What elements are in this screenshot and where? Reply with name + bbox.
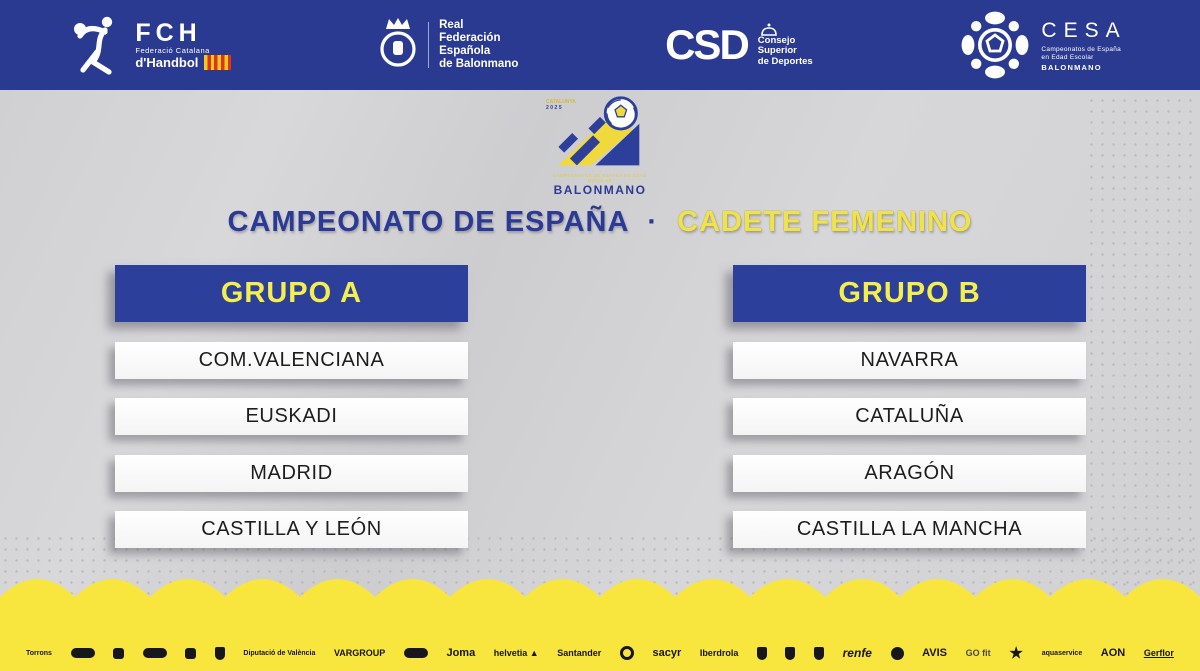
fch-subtitle: Federació Catalana [135, 45, 210, 55]
group-b: GRUPO B NAVARRA CATALUÑA ARAGÓN CASTILLA… [733, 265, 1086, 548]
team-name: NAVARRA [860, 348, 959, 371]
rfeb-text: Real Federación Española de Balonmano [439, 19, 518, 71]
cesa-sport-label: BALONMANO [1041, 62, 1102, 72]
event-logo-graphic [558, 96, 640, 166]
team-row: COM.VALENCIANA [115, 341, 468, 379]
sponsor-correos-logo [619, 646, 634, 660]
team-name: CASTILLA Y LEÓN [201, 518, 382, 540]
sponsor-footer: Torrons Diputació de València VARGROUP Joma… [0, 563, 1200, 671]
team-name: COM.VALENCIANA [198, 348, 385, 371]
team-name: EUSKADI [245, 405, 338, 427]
group-a: GRUPO A COM.VALENCIANA EUSKADI MADRID CA… [115, 265, 468, 548]
team-row: CATALUÑA [733, 398, 1086, 435]
sponsor-gofit: GO fit [965, 648, 991, 658]
event-logo-year-number: 2025 [546, 104, 564, 111]
fch-subtitle2: d'Handbol [135, 54, 199, 70]
group-b-title: GRUPO B [838, 277, 981, 309]
group-a-header: GRUPO A [115, 265, 468, 322]
sponsor-avis: AVIS [922, 647, 947, 659]
rfeb-line: Federación [439, 32, 501, 44]
cesa-line: en Edad Escolar [1041, 53, 1094, 61]
sponsor-torrons: Torrons [26, 649, 52, 657]
cesa-line: Campeonatos de España [1041, 45, 1122, 53]
sponsor-generalitat-shield [756, 646, 767, 660]
sponsor-aon: AON [1100, 647, 1126, 659]
fch-logo: FCH Federació Catalana d'Handbol [73, 14, 232, 76]
team-name: ARAGÓN [864, 461, 955, 484]
senyera-flag-icon [204, 54, 232, 70]
team-row: MADRID [115, 454, 468, 492]
sponsor-ball-logo [890, 646, 904, 660]
team-row: EUSKADI [115, 398, 468, 435]
crown-icon [760, 23, 777, 36]
sponsor-diputacio-valencia: Diputació de València [243, 649, 316, 657]
sponsor-oval-logo [70, 648, 95, 658]
cesa-text: CESA Campeonatos de España en Edad Escol… [1041, 19, 1126, 72]
event-logo-place: CATALUNYA [546, 99, 576, 105]
fch-acronym: FCH [135, 18, 202, 47]
fch-text: FCH Federació Catalana d'Handbol [135, 18, 232, 70]
sponsor-federation-shield [785, 646, 796, 660]
csd-line: Consejo [757, 34, 796, 46]
sponsor-idcrea-logo [142, 648, 167, 658]
csd-line: Superior [757, 45, 797, 57]
csd-line: de Deportes [757, 55, 813, 67]
top-bar: FCH Federació Catalana d'Handbol Real Fe… [0, 0, 1200, 90]
cesa-logo: CESA Campeonatos de España en Edad Escol… [959, 9, 1126, 81]
sponsor-loterias-logo [214, 646, 225, 660]
handball-ball-icon [74, 23, 87, 35]
cesa-emblem-icon [962, 11, 1029, 79]
rfeb-line: Española [439, 45, 491, 57]
team-row: CASTILLA Y LEÓN [115, 511, 468, 548]
halftone-dots-right [1086, 95, 1200, 595]
team-name: CATALUÑA [855, 405, 964, 427]
cesa-acronym: CESA [1041, 18, 1127, 42]
title-category: CADETE FEMENINO [677, 206, 973, 238]
sponsor-heart-logo [185, 647, 197, 659]
rfeb-line: de Balonmano [439, 58, 519, 70]
sponsor-renfe: renfe [842, 646, 872, 660]
group-b-header: GRUPO B [733, 265, 1086, 322]
rfeb-logo: Real Federación Española de Balonmano [378, 15, 518, 75]
event-logo-name: BALONMANO [553, 183, 647, 197]
team-row: ARAGÓN [733, 454, 1086, 492]
sponsor-vargroup: VARGROUP [333, 648, 386, 658]
csd-acronym: CSD [665, 21, 750, 68]
sponsor-star-logo [1009, 646, 1023, 659]
team-name: CASTILLA LA MANCHA [796, 518, 1023, 540]
sponsor-ceuta-shield [814, 646, 825, 660]
handball-player-icon [74, 16, 113, 75]
rfeb-line: Real [439, 19, 464, 31]
divider [428, 22, 430, 68]
event-logo-year: CATALUNYA 2025 [546, 99, 576, 111]
page-title: CAMPEONATO DE ESPAÑA · CADETE FEMENINO [0, 206, 1200, 239]
sponsor-sacyr: sacyr [652, 647, 682, 659]
rfeb-crest-icon [380, 18, 416, 67]
sponsor-aquaservice: aquaservice [1041, 649, 1083, 657]
sponsor-joma: Joma [446, 647, 476, 659]
team-row: NAVARRA [733, 341, 1086, 379]
title-championship: CAMPEONATO DE ESPAÑA [227, 206, 629, 238]
group-a-title: GRUPO A [220, 277, 363, 309]
sponsor-iberdrola: Iberdrola [699, 648, 739, 658]
event-logo-subtitle: CAMPEONATOS DE ESPAÑA EN EDAD ESCOLAR [553, 173, 647, 183]
team-name: MADRID [250, 461, 333, 484]
title-separator: · [647, 206, 659, 238]
sponsor-santander: Santander [557, 648, 602, 658]
csd-logo: CSD Consejo Superior de Deportes [665, 23, 813, 68]
csd-text: Consejo Superior de Deportes [758, 23, 813, 68]
event-logo: CATALUNYA 2025 CAMPEONATOS DE ESPAÑA EN … [542, 96, 658, 197]
sponsor-row: Torrons Diputació de València VARGROUP Joma… [0, 646, 1200, 660]
sponsor-fundacio-logo [113, 647, 125, 659]
sponsor-t-logo [403, 648, 428, 658]
sponsor-gerflor: Gerflor [1143, 648, 1174, 658]
sponsor-helvetia: helvetia ▲ [493, 648, 539, 658]
team-row: CASTILLA LA MANCHA [733, 511, 1086, 548]
